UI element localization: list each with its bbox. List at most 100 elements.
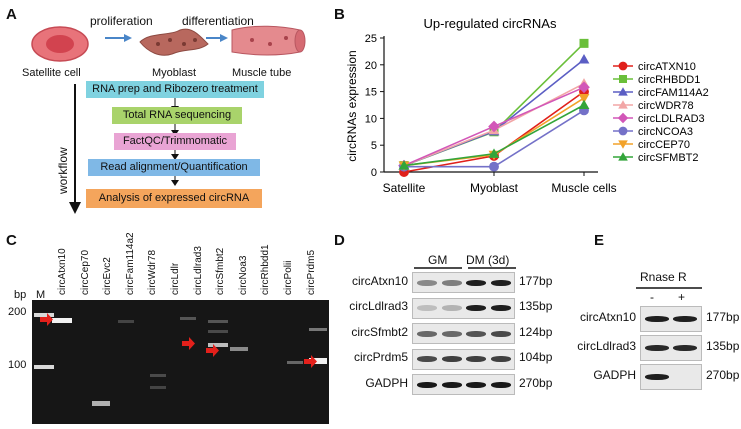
bp-label: bp xyxy=(14,289,27,301)
size-label-200: 200 xyxy=(8,306,27,318)
step-analysis: Analysis of expressed circRNA xyxy=(86,189,262,208)
blot-strip xyxy=(640,306,702,332)
blot-strip xyxy=(640,364,702,390)
legend-entry: circLDLRAD3 xyxy=(638,113,705,125)
condition-gm: GM xyxy=(428,253,448,267)
blot-band xyxy=(417,381,437,388)
panel-c-label: C xyxy=(6,232,17,249)
blot-row-label: circPrdm5 xyxy=(353,350,408,364)
blot-band xyxy=(673,316,697,322)
blot-band xyxy=(441,330,462,337)
lane-label: circLdlr xyxy=(170,262,181,295)
y-tick-label: 0 xyxy=(371,167,377,179)
panel-b-label: B xyxy=(334,6,345,23)
panel-a-label: A xyxy=(6,6,17,23)
blot-band xyxy=(673,374,697,380)
blot-row-label: circSfmbt2 xyxy=(351,324,408,339)
panel-d-label: D xyxy=(334,232,345,249)
gel-bands xyxy=(34,313,327,406)
step-read-alignment: Read alignment/Quantification xyxy=(88,159,260,176)
blot-band xyxy=(441,279,462,286)
lane-label: circFam114a2 xyxy=(124,232,136,295)
blot-band xyxy=(417,305,437,311)
lane-label: circRhbdd1 xyxy=(260,244,272,295)
step-total-rna-seq: Total RNA sequencing xyxy=(112,107,242,124)
chart-title: Up-regulated circRNAs xyxy=(424,16,557,31)
data-point xyxy=(578,54,590,64)
blot-strip xyxy=(412,323,515,344)
cell-illustrations xyxy=(31,25,306,62)
legend-entry: circWDR78 xyxy=(638,100,694,112)
cell-label-myoblast: Myoblast xyxy=(152,67,197,79)
legend-entry: circATXN10 xyxy=(638,61,696,73)
y-tick-label: 5 xyxy=(371,140,377,152)
lane-label: circCep70 xyxy=(79,249,91,295)
lane-label: circPolii xyxy=(283,260,294,295)
blot-size-label: 270bp xyxy=(706,368,740,382)
data-point xyxy=(488,120,500,133)
blot-strip xyxy=(412,374,515,395)
cell-label-muscle-tube: Muscle tube xyxy=(232,67,292,79)
lane-label: circPrdm5 xyxy=(305,249,317,295)
data-point xyxy=(489,161,499,172)
blot-row-label: GADPH xyxy=(593,368,636,382)
chart-y-axis-label: circRNAs expression xyxy=(345,50,359,161)
blot-band xyxy=(466,279,486,286)
data-point xyxy=(618,126,628,136)
blot-band xyxy=(490,356,511,362)
blot-band xyxy=(441,356,462,362)
blot-size-label: 177bp xyxy=(519,273,553,288)
red-arrow-icon xyxy=(304,355,317,368)
line-chart: Up-regulated circRNAs circRNAs expressio… xyxy=(345,16,709,195)
blot-band xyxy=(466,305,486,311)
blot-strip xyxy=(412,272,515,293)
lane-label: circWdr78 xyxy=(147,249,159,295)
blot-band xyxy=(417,330,437,337)
data-point xyxy=(619,75,627,83)
blot-band xyxy=(441,381,462,388)
data-point xyxy=(488,148,500,158)
agarose-gel xyxy=(32,300,329,424)
lane-label: circAtxn10 xyxy=(57,248,68,295)
data-point xyxy=(618,100,628,109)
red-arrow-icon xyxy=(182,337,195,350)
blot-size-label: 135bp xyxy=(706,339,740,353)
blot-band xyxy=(490,330,511,337)
blot-band xyxy=(466,330,486,337)
blot-band xyxy=(645,345,669,351)
legend-entry: circRHBDD1 xyxy=(638,74,700,86)
workflow-arrow xyxy=(69,84,81,214)
blot-row-label: circAtxn10 xyxy=(351,273,408,288)
blot-band xyxy=(490,381,511,388)
blot-strip xyxy=(412,297,515,319)
blot-strip xyxy=(640,335,702,361)
workflow-label: workflow xyxy=(56,147,70,194)
condition-dm: DM (3d) xyxy=(466,253,510,267)
legend-entry: circCEP70 xyxy=(638,139,690,151)
blot-size-label: 124bp xyxy=(519,324,553,339)
y-tick-label: 10 xyxy=(365,113,377,125)
blot-row-label: GADPH xyxy=(365,375,408,390)
data-point xyxy=(618,152,628,161)
x-tick-label: Myoblast xyxy=(470,181,519,195)
step-rna-prep: RNA prep and Ribozero treatment xyxy=(86,81,264,98)
legend-entry: circFAM114A2 xyxy=(638,87,709,99)
blot-band xyxy=(673,345,697,351)
series-line xyxy=(403,42,585,167)
cell-label-satellite: Satellite cell xyxy=(22,67,81,79)
column-plus: + xyxy=(678,290,686,304)
data-point xyxy=(618,87,628,96)
legend-entry: circSFMBT2 xyxy=(638,152,699,164)
blot-row-label: circAtxn10 xyxy=(579,310,636,324)
data-point xyxy=(618,61,628,71)
column-minus: - xyxy=(650,290,654,304)
data-point xyxy=(578,81,590,94)
blot-band xyxy=(466,356,486,362)
data-point xyxy=(578,99,590,110)
y-tick-label: 15 xyxy=(365,87,377,99)
red-arrow-icon xyxy=(40,313,53,326)
blot-size-label: 135bp xyxy=(519,299,553,313)
panel-e-label: E xyxy=(594,232,605,249)
blot-strip xyxy=(412,348,515,370)
blot-band xyxy=(490,305,511,311)
